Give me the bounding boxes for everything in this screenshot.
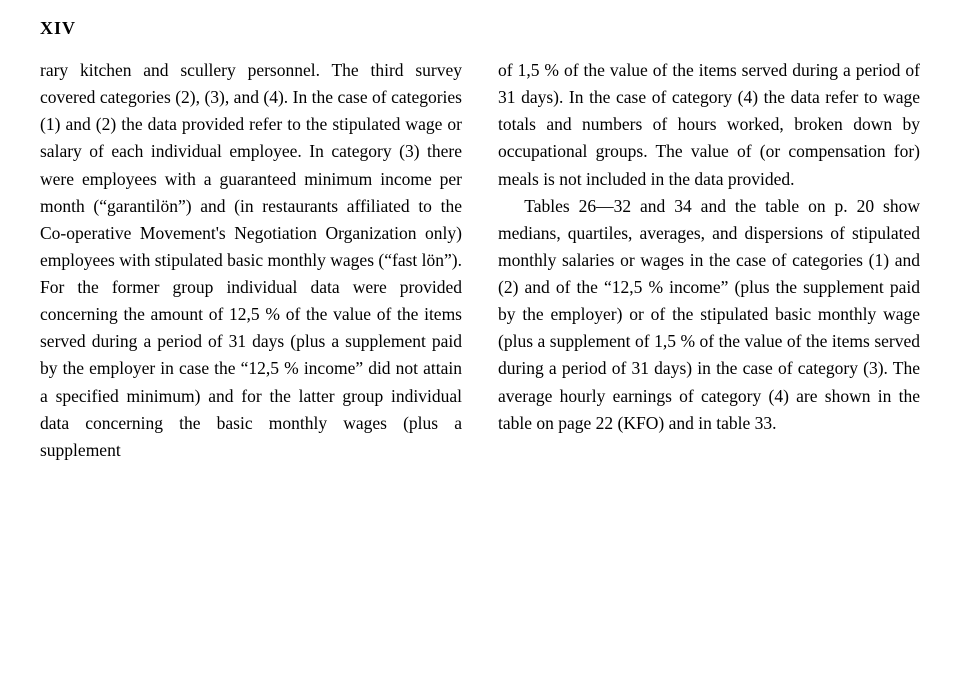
page-number: XIV xyxy=(40,18,920,39)
right-column-para2: Tables 26—32 and 34 and the table on p. … xyxy=(498,193,920,437)
page-container: XIV rary kitchen and scullery personnel.… xyxy=(0,0,960,484)
left-column-text: rary kitchen and scullery personnel. The… xyxy=(40,57,462,464)
left-column: rary kitchen and scullery personnel. The… xyxy=(40,57,462,464)
right-column: of 1,5 % of the value of the items serve… xyxy=(498,57,920,464)
right-column-para1: of 1,5 % of the value of the items serve… xyxy=(498,57,920,193)
text-columns: rary kitchen and scullery personnel. The… xyxy=(40,57,920,464)
